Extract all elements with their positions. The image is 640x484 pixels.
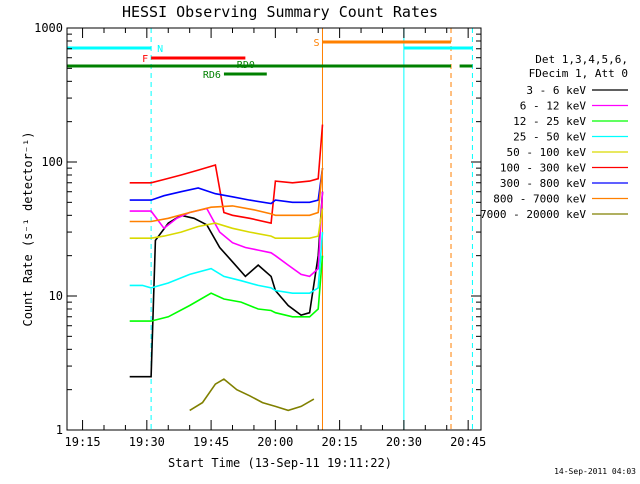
- legend-label-4: 50 - 100 keV: [507, 146, 587, 159]
- flag-label-rd0: RD0: [237, 60, 255, 71]
- flag-label-s: S: [313, 38, 319, 49]
- legend-label-5: 100 - 300 keV: [500, 162, 586, 175]
- x-tick-label-3: 20:00: [257, 435, 293, 449]
- x-tick-label-6: 20:45: [450, 435, 486, 449]
- y-tick-label-3: 1000: [34, 21, 63, 35]
- y-tick-label-1: 10: [49, 289, 63, 303]
- flag-label-rd6: RD6: [203, 70, 221, 81]
- x-tick-label-4: 20:15: [322, 435, 358, 449]
- series-line-5: [129, 124, 324, 225]
- x-tick-label-5: 20:30: [386, 435, 422, 449]
- legend: Det 1,3,4,5,6, FDecim 1, Att 0 3 - 6 keV…: [480, 53, 628, 221]
- legend-label-2: 12 - 25 keV: [513, 115, 586, 128]
- series-line-8: [189, 378, 315, 412]
- legend-label-0: 3 - 6 keV: [526, 84, 586, 97]
- plot-frame: [66, 27, 482, 431]
- flag-label-f: F: [142, 54, 148, 65]
- y-tick-label-2: 100: [41, 155, 63, 169]
- series-line-0: [129, 191, 324, 378]
- series-line-7: [129, 168, 324, 223]
- legend-label-6: 300 - 800 keV: [500, 177, 586, 190]
- series-line-4: [129, 208, 324, 239]
- legend-label-1: 6 - 12 keV: [520, 100, 587, 113]
- y-axis: 1 10 100 1000: [34, 21, 481, 437]
- legend-label-8: 7000 - 20000 keV: [480, 208, 586, 221]
- series-line-1: [129, 191, 324, 278]
- y-axis-label: Count Rate (s⁻¹ detector⁻¹): [21, 131, 35, 326]
- legend-label-7: 800 - 7000 keV: [493, 193, 586, 206]
- x-axis-label: Start Time (13-Sep-11 19:11:22): [168, 456, 392, 470]
- series-line-3: [129, 232, 324, 295]
- series-line-6: [129, 167, 324, 205]
- series-line-2: [129, 255, 324, 322]
- y-tick-label-0: 1: [56, 423, 63, 437]
- legend-label-3: 25 - 50 keV: [513, 131, 586, 144]
- x-tick-label-0: 19:15: [65, 435, 101, 449]
- chart-title: HESSI Observing Summary Count Rates: [122, 3, 438, 21]
- x-axis: 19:15 19:30 19:45 20:00 20:15 20:30 20:45: [65, 28, 486, 449]
- legend-header-line-2: FDecim 1, Att 0: [529, 67, 628, 80]
- footer-timestamp: 14-Sep-2011 04:03: [554, 467, 636, 476]
- plot-area: N S F RD0 RD6: [66, 28, 473, 430]
- x-tick-label-1: 19:30: [129, 435, 165, 449]
- legend-header-line-1: Det 1,3,4,5,6,: [535, 53, 628, 66]
- x-tick-label-2: 19:45: [193, 435, 229, 449]
- flag-label-n: N: [157, 44, 163, 55]
